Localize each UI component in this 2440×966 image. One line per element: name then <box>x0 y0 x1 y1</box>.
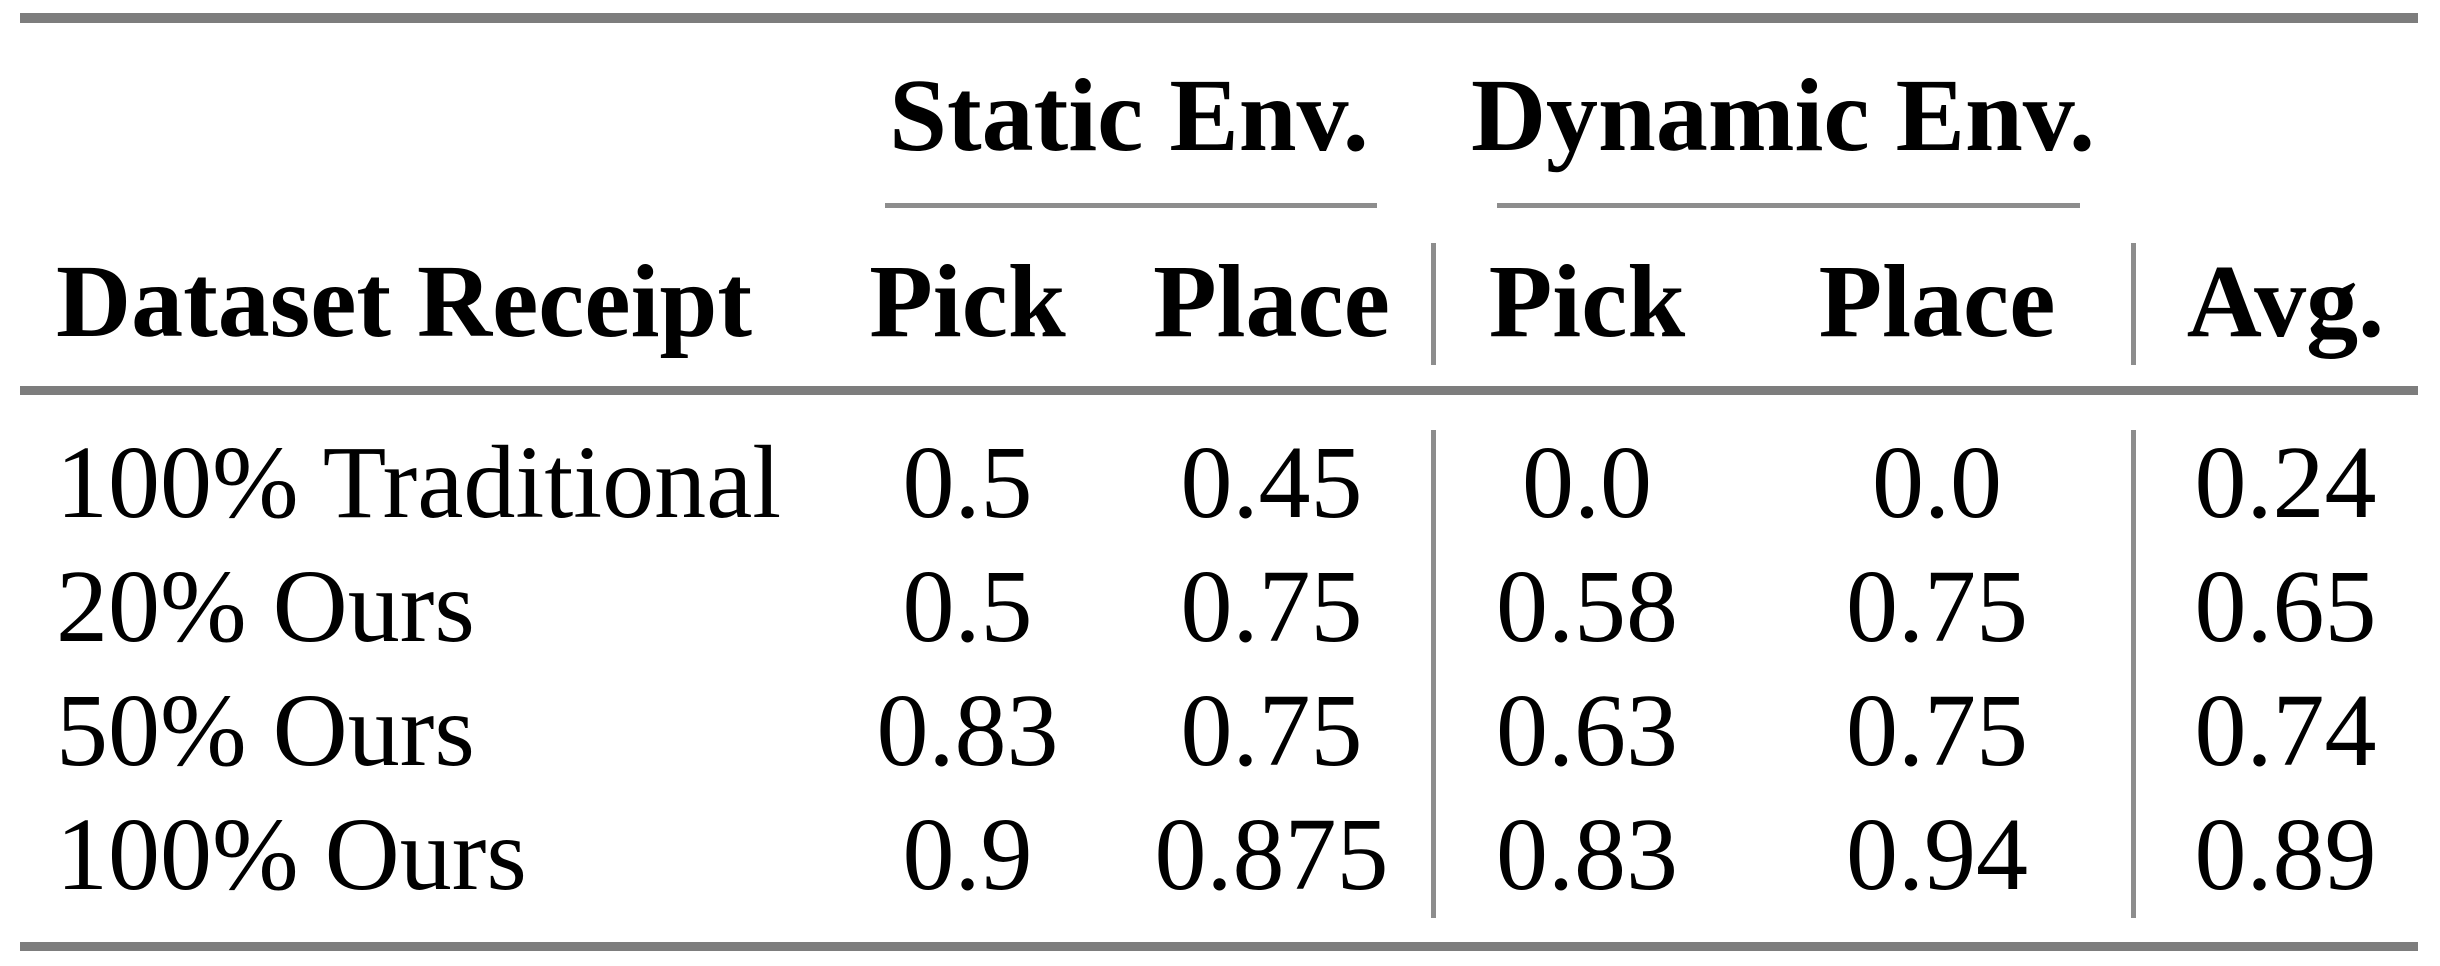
table-top-rule <box>20 13 2418 23</box>
table-bottom-rule <box>20 942 2418 951</box>
row-1-cell-dynamic-pick: 0.0 <box>1522 425 1652 540</box>
row-4-cell-avg: 0.89 <box>2194 797 2377 912</box>
column-header-static-place: Place <box>1153 243 1390 359</box>
column-header-avg: Avg. <box>2186 243 2385 359</box>
row-4-cell-static-pick: 0.9 <box>902 797 1033 912</box>
row-4-cell-dataset: 100% Ours <box>56 797 527 912</box>
row-1-cell-dynamic-place: 0.0 <box>1872 425 2002 540</box>
row-4-cell-static-place: 0.875 <box>1154 797 1389 912</box>
vertical-rule-dynamic-avg-header <box>2131 243 2136 365</box>
vertical-rule-static-dynamic-header <box>1431 243 1436 365</box>
row-1-cell-static-pick: 0.5 <box>902 425 1033 540</box>
column-group-static-env: Static Env. <box>889 57 1369 173</box>
column-header-dynamic-place: Place <box>1818 243 2056 359</box>
row-1-cell-avg: 0.24 <box>2194 425 2377 540</box>
row-3-cell-dataset: 50% Ours <box>56 673 475 788</box>
row-3-cell-avg: 0.74 <box>2194 673 2377 788</box>
vertical-rule-dynamic-avg-body <box>2131 430 2136 918</box>
row-4-cell-dynamic-pick: 0.83 <box>1496 797 1678 912</box>
results-table: Static Env. Dynamic Env. Dataset Receipt… <box>20 23 2418 942</box>
row-3-cell-dynamic-pick: 0.63 <box>1496 673 1678 788</box>
row-4-cell-dynamic-place: 0.94 <box>1846 797 2028 912</box>
column-header-static-pick: Pick <box>869 243 1066 359</box>
row-2-cell-dataset: 20% Ours <box>56 549 475 664</box>
cmidrule-dynamic-env <box>1497 203 2080 208</box>
row-3-cell-static-pick: 0.83 <box>876 673 1059 788</box>
row-1-cell-static-place: 0.45 <box>1180 425 1363 540</box>
row-2-cell-dynamic-place: 0.75 <box>1846 549 2028 664</box>
row-2-cell-dynamic-pick: 0.58 <box>1496 549 1678 664</box>
row-3-cell-static-place: 0.75 <box>1180 673 1363 788</box>
vertical-rule-static-dynamic-body <box>1431 430 1436 918</box>
column-group-dynamic-env: Dynamic Env. <box>1470 57 2096 173</box>
row-3-cell-dynamic-place: 0.75 <box>1846 673 2028 788</box>
table-header-rule <box>20 386 2418 395</box>
row-1-cell-dataset: 100% Traditional <box>56 425 782 540</box>
column-header-dataset-receipt: Dataset Receipt <box>56 243 752 359</box>
column-header-dynamic-pick: Pick <box>1488 243 1686 359</box>
row-2-cell-static-place: 0.75 <box>1180 549 1363 664</box>
row-2-cell-static-pick: 0.5 <box>902 549 1033 664</box>
cmidrule-static-env <box>885 203 1377 208</box>
row-2-cell-avg: 0.65 <box>2194 549 2377 664</box>
